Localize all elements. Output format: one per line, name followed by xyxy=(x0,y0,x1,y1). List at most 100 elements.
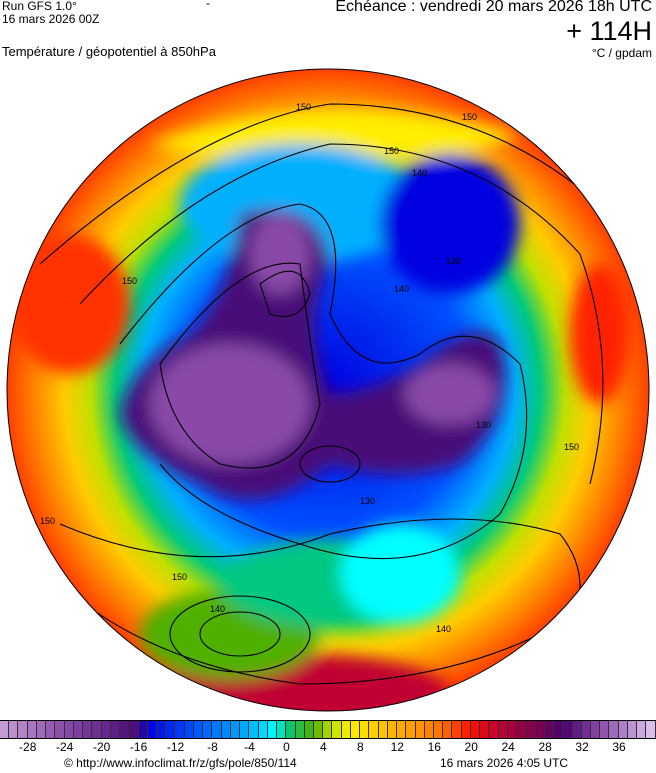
colorbar-cell xyxy=(544,721,555,738)
colorbar-cell xyxy=(323,721,333,738)
polar-temperature-map: 150 150 150 150 150 140 140 140 130 130 … xyxy=(6,68,650,712)
colorbar-tick-label: 0 xyxy=(283,740,290,754)
colorbar-cell xyxy=(120,721,130,738)
contour-label: 130 xyxy=(476,420,491,430)
colorbar-tick-label: -4 xyxy=(244,740,255,754)
contour-label: 150 xyxy=(564,442,579,452)
colorbar-cell xyxy=(0,721,10,738)
colorbar-cell xyxy=(554,721,564,738)
colorbar-cell xyxy=(230,721,241,738)
colorbar-cell xyxy=(618,721,628,738)
forecast-valid-time: Echéance : vendredi 20 mars 2026 18h UTC xyxy=(335,0,652,15)
colorbar-cell xyxy=(489,721,499,738)
colorbar-cell xyxy=(221,721,231,738)
colorbar-cell xyxy=(240,721,250,738)
colorbar-cell xyxy=(470,721,481,738)
colorbar-tick-label: -24 xyxy=(56,740,74,754)
map-title: Température / géopotentiel à 850hPa xyxy=(2,44,216,59)
colorbar-cell xyxy=(627,721,638,738)
colorbar-cell xyxy=(646,721,656,738)
contour-label: 140 xyxy=(436,624,451,634)
colorbar-cell xyxy=(424,721,435,738)
colorbar-tick-label: 12 xyxy=(390,740,404,754)
separator-dash: - xyxy=(206,0,210,10)
colorbar-cell xyxy=(387,721,398,738)
colorbar-tick-label: 8 xyxy=(356,740,364,754)
colorbar-cell xyxy=(360,721,370,738)
colorbar-tick-label: 20 xyxy=(464,740,478,754)
colorbar-tick-label: -16 xyxy=(129,740,148,754)
colorbar-cell xyxy=(46,721,56,738)
colorbar-cell xyxy=(156,721,167,738)
colorbar-cell xyxy=(258,721,268,738)
colorbar-cell xyxy=(600,721,610,738)
temperature-colorbar xyxy=(0,720,656,739)
colorbar-cell xyxy=(18,721,28,738)
colorbar-cell xyxy=(73,721,84,738)
colorbar-cell xyxy=(452,721,462,738)
colorbar-tick-label: -8 xyxy=(207,740,218,754)
contour-label: 130 xyxy=(360,496,375,506)
colorbar-cell xyxy=(535,721,545,738)
colorbar-cell xyxy=(369,721,379,738)
forecast-lead-hours: + 114H xyxy=(566,16,652,46)
colorbar-cell xyxy=(304,721,314,738)
contour-label: 150 xyxy=(384,146,399,156)
colorbar-cell xyxy=(572,721,582,738)
colorbar-cell xyxy=(83,721,93,738)
colorbar-cell xyxy=(55,721,65,738)
colorbar-cell xyxy=(406,721,416,738)
colorbar-cell xyxy=(138,721,148,738)
colorbar-cell xyxy=(286,721,296,738)
colorbar-cell xyxy=(92,721,102,738)
contour-label: 150 xyxy=(40,516,55,526)
colorbar-cell xyxy=(341,721,351,738)
contour-label: 150 xyxy=(296,102,311,112)
colorbar-cell xyxy=(517,721,527,738)
colorbar-cell xyxy=(563,721,573,738)
colorbar-cell xyxy=(434,721,444,738)
colorbar-cell xyxy=(267,721,278,738)
colorbar-cell xyxy=(101,721,111,738)
colorbar-cell xyxy=(203,721,213,738)
colorbar-tick-label: 16 xyxy=(427,740,441,754)
colorbar-tick-label: 36 xyxy=(612,740,626,754)
colorbar-cell xyxy=(184,721,194,738)
colorbar-tick-label: 32 xyxy=(575,740,589,754)
contour-label: 140 xyxy=(210,604,225,614)
colorbar-cell xyxy=(350,721,361,738)
colorbar-cell xyxy=(526,721,536,738)
colorbar-ticks: -28 -24 -20 -16 -12 -8 -4 0 4 8 12 16 20 24 28 32 36 xyxy=(0,740,656,756)
units-label: °C / gpdam xyxy=(591,46,652,60)
contour-label: 150 xyxy=(172,572,187,582)
colorbar-cell xyxy=(193,721,204,738)
run-label: Run GFS 1.0° xyxy=(2,0,77,13)
colorbar-cell xyxy=(498,721,508,738)
copyright-url: © http://www.infoclimat.fr/z/gfs/pole/85… xyxy=(64,756,297,770)
colorbar-cell xyxy=(249,721,259,738)
colorbar-cell xyxy=(480,721,490,738)
colorbar-tick-label: 24 xyxy=(501,740,515,754)
colorbar-cell xyxy=(581,721,591,738)
colorbar-cell xyxy=(591,721,601,738)
contour-label: 150 xyxy=(462,112,477,122)
colorbar-cell xyxy=(277,721,287,738)
colorbar-tick-label: -12 xyxy=(166,740,185,754)
colorbar-cell xyxy=(295,721,305,738)
colorbar-cell xyxy=(415,721,425,738)
colorbar-tick-label: 4 xyxy=(320,740,327,754)
colorbar-cell xyxy=(129,721,139,738)
colorbar-cell xyxy=(36,721,47,738)
colorbar-cell xyxy=(166,721,176,738)
colorbar-cell xyxy=(507,721,518,738)
colorbar-cell xyxy=(175,721,185,738)
generated-time: 16 mars 2026 4:05 UTC xyxy=(440,756,569,770)
colorbar-tick-label: -28 xyxy=(19,740,37,754)
colorbar-cell xyxy=(332,721,342,738)
run-date: 16 mars 2026 00Z xyxy=(2,12,100,26)
contour-label: 140 xyxy=(394,284,409,294)
colorbar-cell xyxy=(637,721,647,738)
geopotential-contours xyxy=(39,103,621,685)
colorbar-cell xyxy=(212,721,222,738)
colorbar-cell xyxy=(64,721,74,738)
